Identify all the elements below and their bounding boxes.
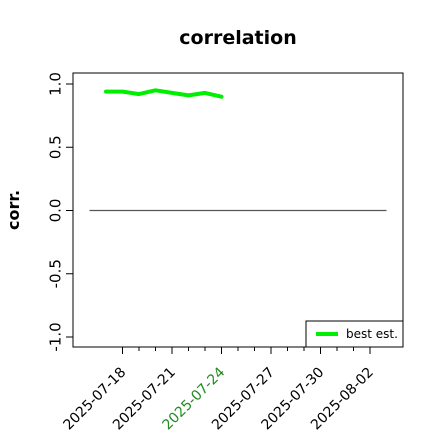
series-line [104, 88, 224, 99]
y-tick-label: 0.0 [47, 199, 65, 223]
legend-label: best est. [346, 327, 398, 341]
y-tick-label: 0.5 [47, 135, 65, 159]
plot-layer: -1.0-0.50.00.51.02025-07-182025-07-21202… [47, 72, 404, 433]
y-tick-label: -0.5 [47, 259, 65, 288]
chart-title: correlation [179, 27, 296, 49]
y-tick-label: 1.0 [47, 72, 65, 96]
y-tick-label: -1.0 [47, 322, 65, 351]
y-axis-label: corr. [4, 190, 23, 230]
